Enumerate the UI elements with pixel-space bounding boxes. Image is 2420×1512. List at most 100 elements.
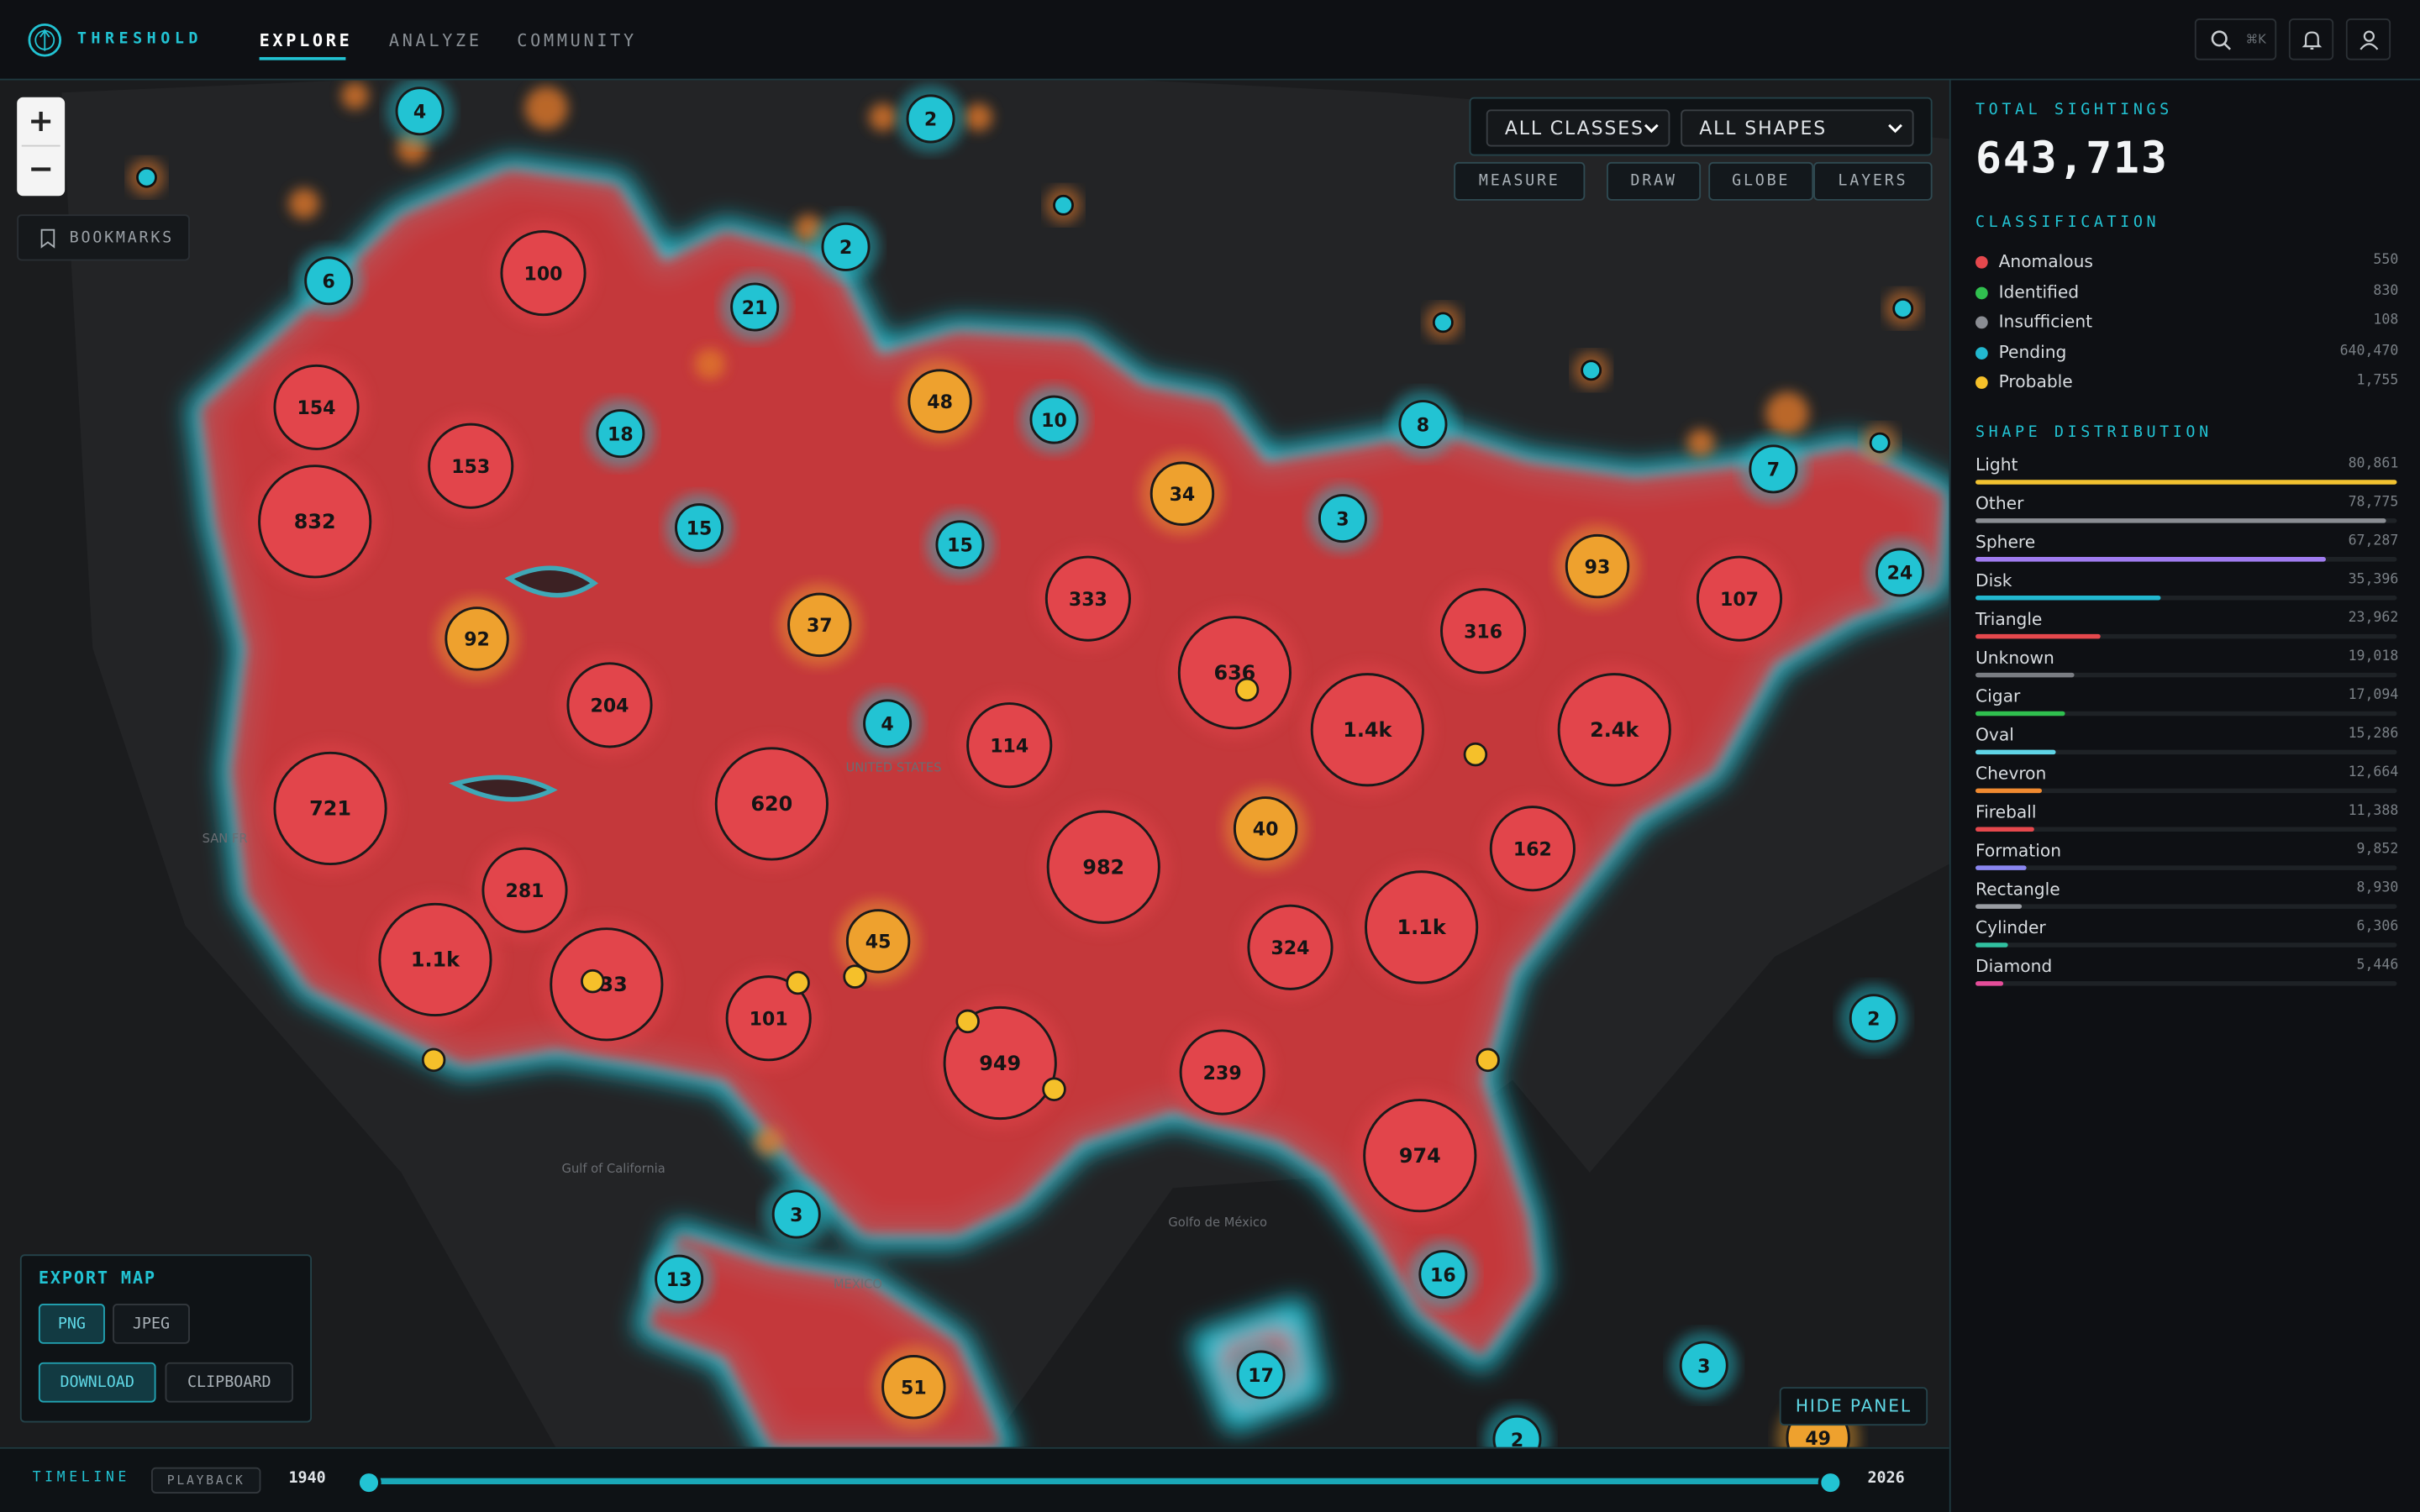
cluster-marker[interactable]: [771, 1189, 821, 1239]
cluster-marker[interactable]: [1046, 810, 1160, 924]
notifications-button[interactable]: [2288, 18, 2334, 60]
timeline: TIMELINE PLAYBACK 1940 2026: [0, 1446, 1949, 1512]
point-marker: [1463, 742, 1488, 767]
hide-panel-button[interactable]: HIDE PANEL: [1779, 1387, 1928, 1426]
tool-button[interactable]: GLOBE: [1708, 161, 1814, 201]
cluster-marker[interactable]: [966, 702, 1053, 789]
class-count: 640,470: [2339, 344, 2399, 360]
cluster-marker[interactable]: [445, 606, 509, 671]
cluster-marker[interactable]: [273, 364, 360, 450]
cluster-marker[interactable]: [1365, 870, 1479, 984]
cluster-marker[interactable]: [1876, 548, 1925, 597]
cluster-marker[interactable]: [1150, 461, 1215, 526]
cluster-marker[interactable]: [787, 592, 852, 658]
cluster-marker[interactable]: [906, 94, 955, 144]
cluster-marker[interactable]: [481, 847, 568, 933]
class-name: Identified: [1998, 281, 2080, 302]
cluster-marker[interactable]: [1557, 673, 1671, 787]
point-marker: [136, 166, 157, 188]
class-filter[interactable]: ALL CLASSES: [1486, 109, 1670, 147]
cluster-marker[interactable]: [863, 699, 913, 748]
cluster-marker[interactable]: [1749, 444, 1798, 494]
point-marker: [1476, 1047, 1500, 1073]
tool-button[interactable]: LAYERS: [1813, 161, 1933, 201]
clipboard-button[interactable]: CLIPBOARD: [165, 1362, 293, 1403]
cluster-marker[interactable]: [845, 909, 911, 974]
cluster-marker[interactable]: [596, 409, 645, 459]
cluster-marker[interactable]: [1418, 1250, 1468, 1299]
nav-item[interactable]: ANALYZE: [388, 30, 482, 51]
class-filter-label: ALL CLASSES: [1504, 117, 1644, 139]
playback-button[interactable]: PLAYBACK: [151, 1467, 261, 1494]
cluster-marker[interactable]: [1696, 555, 1783, 642]
cluster-marker[interactable]: [1398, 400, 1448, 449]
tool-button[interactable]: DRAW: [1607, 161, 1702, 201]
bar: [1975, 711, 2065, 717]
download-button[interactable]: DOWNLOAD: [38, 1362, 156, 1403]
profile-button[interactable]: [2345, 18, 2391, 60]
cluster-marker[interactable]: [258, 465, 372, 579]
shape-filter-label: ALL SHAPES: [1699, 117, 1828, 139]
cluster-marker[interactable]: [881, 1355, 946, 1420]
tool-button[interactable]: MEASURE: [1454, 161, 1586, 201]
format-button[interactable]: JPEG: [113, 1304, 190, 1344]
cluster-marker[interactable]: [821, 222, 871, 271]
cluster-marker[interactable]: [1044, 555, 1131, 642]
class-count: 550: [2373, 253, 2399, 269]
cluster-marker[interactable]: [1363, 1099, 1477, 1213]
point-marker: [581, 969, 605, 994]
cluster-label: 21: [742, 298, 768, 319]
range-handle[interactable]: [1818, 1470, 1844, 1495]
cluster-marker[interactable]: [1236, 1350, 1286, 1399]
cluster-marker[interactable]: [943, 1005, 1057, 1121]
bar-track: [1975, 749, 2397, 755]
cluster-marker[interactable]: [1489, 806, 1576, 892]
search-button[interactable]: ⌘K: [2194, 18, 2277, 60]
cluster-marker[interactable]: [566, 662, 653, 748]
cluster-marker[interactable]: [1310, 673, 1424, 787]
point-marker: [843, 964, 867, 989]
cluster-marker[interactable]: [725, 975, 812, 1062]
cluster-marker[interactable]: [1233, 796, 1298, 861]
cluster-marker[interactable]: [1177, 616, 1292, 730]
cluster-marker[interactable]: [1849, 994, 1898, 1043]
range-handle[interactable]: [356, 1470, 381, 1495]
cluster-marker[interactable]: [395, 87, 445, 136]
cluster-marker[interactable]: [1029, 395, 1079, 444]
section-title: TOTAL SIGHTINGS: [1975, 102, 2173, 119]
cluster-marker[interactable]: [714, 747, 829, 861]
nav-item[interactable]: COMMUNITY: [517, 30, 637, 51]
bell-icon: [2302, 31, 2323, 50]
cluster-marker[interactable]: [1492, 1415, 1542, 1447]
cluster-marker[interactable]: [378, 902, 492, 1017]
cluster-marker[interactable]: [730, 282, 780, 332]
shape-count: 19,018: [2348, 649, 2399, 665]
cluster-marker[interactable]: [1247, 904, 1334, 990]
cluster-marker[interactable]: [908, 369, 972, 433]
cluster-marker[interactable]: [550, 927, 664, 1042]
cluster-marker[interactable]: [428, 423, 514, 509]
cluster-marker[interactable]: [655, 1254, 704, 1304]
shape-name: Formation: [1975, 841, 2062, 861]
cluster-marker[interactable]: [273, 751, 387, 866]
cluster-label: 15: [687, 518, 713, 539]
cluster-marker[interactable]: [675, 503, 724, 553]
nav-underline: [259, 56, 346, 60]
format-button[interactable]: PNG: [38, 1304, 105, 1344]
zoom-in[interactable]: +: [28, 102, 55, 139]
bookmarks-button[interactable]: BOOKMARKS: [17, 214, 190, 261]
point-marker: [1234, 677, 1260, 702]
cluster-marker[interactable]: [935, 520, 985, 570]
cluster-marker[interactable]: [1565, 533, 1630, 599]
cluster-marker[interactable]: [304, 256, 354, 306]
cluster-label: 2.4k: [1590, 718, 1639, 742]
cluster-marker[interactable]: [1440, 588, 1527, 675]
cluster-marker[interactable]: [1179, 1029, 1265, 1116]
cluster-marker[interactable]: [1679, 1341, 1728, 1390]
nav-item[interactable]: EXPLORE: [259, 30, 353, 51]
zoom-out[interactable]: −: [28, 150, 55, 187]
cluster-marker[interactable]: [500, 230, 587, 317]
cluster-label: 1.4k: [1343, 718, 1392, 742]
cluster-marker[interactable]: [1318, 494, 1367, 543]
shape-filter[interactable]: ALL SHAPES: [1681, 109, 1914, 147]
